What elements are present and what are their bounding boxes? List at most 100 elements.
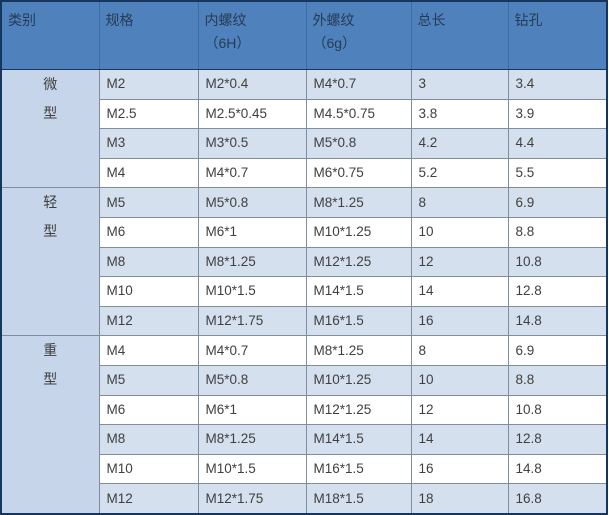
data-cell: M8 [98, 246, 199, 278]
table-row: 轻型 M5 M5*0.8 M8*1.25 8 6.9 [0, 187, 608, 337]
col-header-internal-thread: 内螺纹 （6H） [197, 0, 307, 70]
data-cell: 16 [410, 305, 509, 337]
data-cell: 8.8 [507, 364, 608, 396]
col-header-label: 类别 [8, 12, 36, 28]
data-cell: M10 [98, 276, 199, 307]
data-cell: M12*1.75 [197, 483, 307, 515]
data-cell: 12 [410, 394, 509, 426]
data-cell: 3 [410, 69, 509, 100]
data-cell: M12*1.25 [305, 394, 412, 426]
data-cell: 10 [410, 216, 509, 248]
data-cell: M18*1.5 [305, 483, 412, 515]
data-cell: M3*0.5 [197, 128, 307, 159]
data-cell: M10*1.5 [197, 453, 307, 485]
data-cell: 8.8 [507, 216, 608, 248]
data-cell: M4 [98, 157, 199, 189]
data-cell: M5*0.8 [305, 128, 412, 159]
data-cell: 16 [410, 453, 509, 485]
table-row: M3 M3*0.5 M5*0.8 4.2 4.4 [1, 128, 608, 159]
category-char: 重 [43, 342, 58, 359]
data-cell: 10.8 [507, 246, 608, 278]
data-cell: 12 [410, 246, 509, 278]
data-cell: M6*0.75 [305, 157, 412, 189]
data-cell: 8 [410, 187, 509, 218]
data-cell: 3.9 [507, 98, 608, 130]
category-cell: 重型 [0, 335, 100, 515]
table-row: M4 M4*0.7 M6*0.75 5.2 5.5 [1, 157, 608, 189]
data-cell: M2.5*0.45 [197, 98, 307, 130]
data-cell: 14.8 [507, 305, 608, 337]
data-cell: M4 [98, 335, 199, 366]
data-cell: 14 [410, 276, 509, 307]
col-header-sub: （6g） [312, 35, 357, 51]
col-header-sub: （6H） [204, 35, 251, 51]
data-cell: M2.5 [98, 98, 199, 130]
table-row: M5 M5*0.8 M10*1.25 10 8.8 [1, 364, 608, 396]
table-row: 微型 M2 M2*0.4 M4*0.7 3 3.4 [0, 68, 608, 189]
data-cell: M6 [98, 216, 199, 248]
data-cell: M12 [98, 305, 199, 337]
category-char: 微 [43, 76, 58, 92]
table-row: M2.5 M2.5*0.45 M4.5*0.75 3.8 3.9 [1, 98, 608, 130]
table-body: 微型 M2 M2*0.4 M4*0.7 3 3.4 M2.5 M2.5*0.45 M4.5*0.… [0, 68, 608, 515]
table-row: 重型 M4 M4*0.7 M8*1.25 8 6.9 [0, 335, 608, 515]
category-cell: 微型 [0, 68, 100, 189]
col-header-drill-hole: 钻孔 [507, 0, 608, 70]
data-cell: M8 [98, 424, 199, 455]
data-cell: M14*1.5 [305, 424, 412, 455]
data-cell: M4*0.7 [197, 157, 307, 189]
category-char: 型 [43, 222, 58, 239]
data-cell: M8*1.25 [305, 335, 412, 366]
data-cell: M5 [98, 364, 199, 396]
data-cell: M14*1.5 [305, 276, 412, 307]
category-char: 轻 [43, 194, 58, 211]
table-row: M8 M8*1.25 M12*1.25 12 10.8 [1, 246, 608, 278]
col-header-label: 内螺纹 [204, 12, 247, 28]
data-cell: M2 [98, 69, 199, 100]
data-cell: M5 [98, 187, 199, 218]
data-cell: 3.4 [507, 69, 608, 100]
data-cell: 6.9 [507, 335, 608, 366]
data-cell: M8*1.25 [197, 246, 307, 278]
data-cell: 16.8 [507, 483, 608, 515]
data-cell: 8 [410, 335, 509, 366]
data-cell: M6*1 [197, 394, 307, 426]
data-cell: M10*1.5 [197, 276, 307, 307]
col-header-spec: 规格 [98, 0, 199, 70]
data-cell: M16*1.5 [305, 453, 412, 485]
table-header: 类别 规格 内螺纹 （6H） 外螺纹 （6g） 总长 [0, 0, 608, 70]
data-cell: M5*0.8 [197, 187, 307, 218]
data-cell: M10*1.25 [305, 364, 412, 396]
table-row: M6 M6*1 M10*1.25 10 8.8 [1, 216, 608, 248]
data-cell: M6 [98, 394, 199, 426]
data-cell: 10.8 [507, 394, 608, 426]
table-row: M12 M12*1.75 M16*1.5 16 14.8 [1, 305, 608, 337]
table-row: M10 M10*1.5 M16*1.5 16 14.8 [1, 453, 608, 485]
col-header-label: 外螺纹 [312, 12, 355, 28]
data-cell: 14.8 [507, 453, 608, 485]
data-cell: 14 [410, 424, 509, 455]
data-cell: M4*0.7 [197, 335, 307, 366]
data-cell: 3.8 [410, 98, 509, 130]
col-header-label: 规格 [105, 12, 134, 28]
data-cell: M3 [98, 128, 199, 159]
category-char: 型 [43, 104, 58, 121]
data-cell: M10*1.25 [305, 216, 412, 248]
table-row: M8 M8*1.25 M14*1.5 14 12.8 [1, 424, 608, 455]
data-cell: 18 [410, 483, 509, 515]
data-cell: M2*0.4 [197, 69, 307, 100]
data-cell: M6*1 [197, 216, 307, 248]
data-cell: 5.5 [507, 157, 608, 189]
data-cell: M4.5*0.75 [305, 98, 412, 130]
data-cell: M12*1.25 [305, 246, 412, 278]
table-row: M10 M10*1.5 M14*1.5 14 12.8 [1, 276, 608, 307]
header-row: 类别 规格 内螺纹 （6H） 外螺纹 （6g） 总长 [0, 0, 608, 70]
col-header-external-thread: 外螺纹 （6g） [305, 0, 412, 70]
data-cell: M10 [98, 453, 199, 485]
data-cell: 10 [410, 364, 509, 396]
data-cell: 4.2 [410, 128, 509, 159]
col-header-label: 总长 [417, 12, 446, 28]
data-cell: 6.9 [507, 187, 608, 218]
